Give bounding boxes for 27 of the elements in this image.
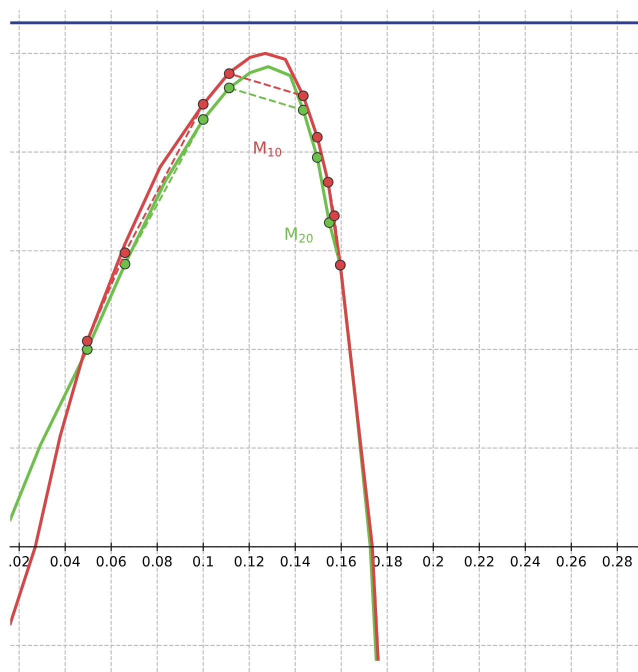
point <box>224 82 235 94</box>
annotation: M$_{20}$ <box>286 228 313 243</box>
x-tick-label: 0.1 <box>193 556 213 567</box>
point <box>322 176 334 188</box>
point <box>198 114 209 125</box>
point <box>224 68 235 79</box>
x-tick-label: 0.08 <box>142 556 172 567</box>
x-tick-label: 0.2 <box>423 556 443 567</box>
x-tick-label: 0.24 <box>510 556 540 567</box>
point <box>82 336 93 346</box>
x-tick-label: 0.28 <box>602 556 632 567</box>
x-tick-label: 0.06 <box>96 556 126 567</box>
x-tick-label: 0.16 <box>326 556 356 567</box>
x-tick-label: 0.22 <box>464 556 494 567</box>
x-tick-label: 0.14 <box>280 556 310 567</box>
point <box>312 152 323 163</box>
x-tick-label: 0.12 <box>234 556 264 567</box>
point <box>328 210 340 222</box>
x-tick-label: 0.26 <box>556 556 586 567</box>
point <box>298 104 309 116</box>
point <box>120 247 130 258</box>
point <box>312 132 323 143</box>
point <box>298 90 309 102</box>
point <box>198 98 209 110</box>
annotation: M$_{10}$ <box>254 142 282 157</box>
x-tick-label: .02 <box>10 556 29 567</box>
x-tick-label: 0.04 <box>50 556 80 567</box>
